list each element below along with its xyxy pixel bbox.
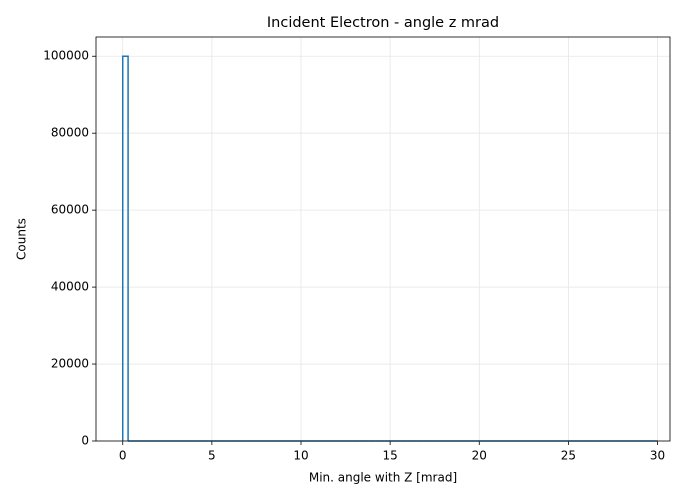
x-tick-label: 30 — [650, 449, 665, 463]
y-axis-label: Counts — [15, 218, 29, 260]
x-tick-label: 0 — [119, 449, 127, 463]
plot-frame — [95, 36, 671, 442]
y-tick-label: 60000 — [51, 203, 89, 217]
chart-title: Incident Electron - angle z mrad — [267, 15, 499, 31]
x-tick-label: 5 — [208, 449, 216, 463]
y-tick-label: 20000 — [51, 357, 89, 371]
x-axis-label: Min. angle with Z [mrad] — [309, 471, 457, 485]
x-tick-label: 20 — [472, 449, 487, 463]
y-tick-label: 100000 — [43, 49, 89, 63]
x-tick-label: 25 — [561, 449, 576, 463]
y-tick-label: 0 — [81, 434, 89, 448]
y-tick-label: 80000 — [51, 126, 89, 140]
x-tick-label: 15 — [382, 449, 397, 463]
y-tick-label: 40000 — [51, 280, 89, 294]
x-tick-label: 10 — [293, 449, 308, 463]
histogram-bin — [121, 55, 129, 441]
